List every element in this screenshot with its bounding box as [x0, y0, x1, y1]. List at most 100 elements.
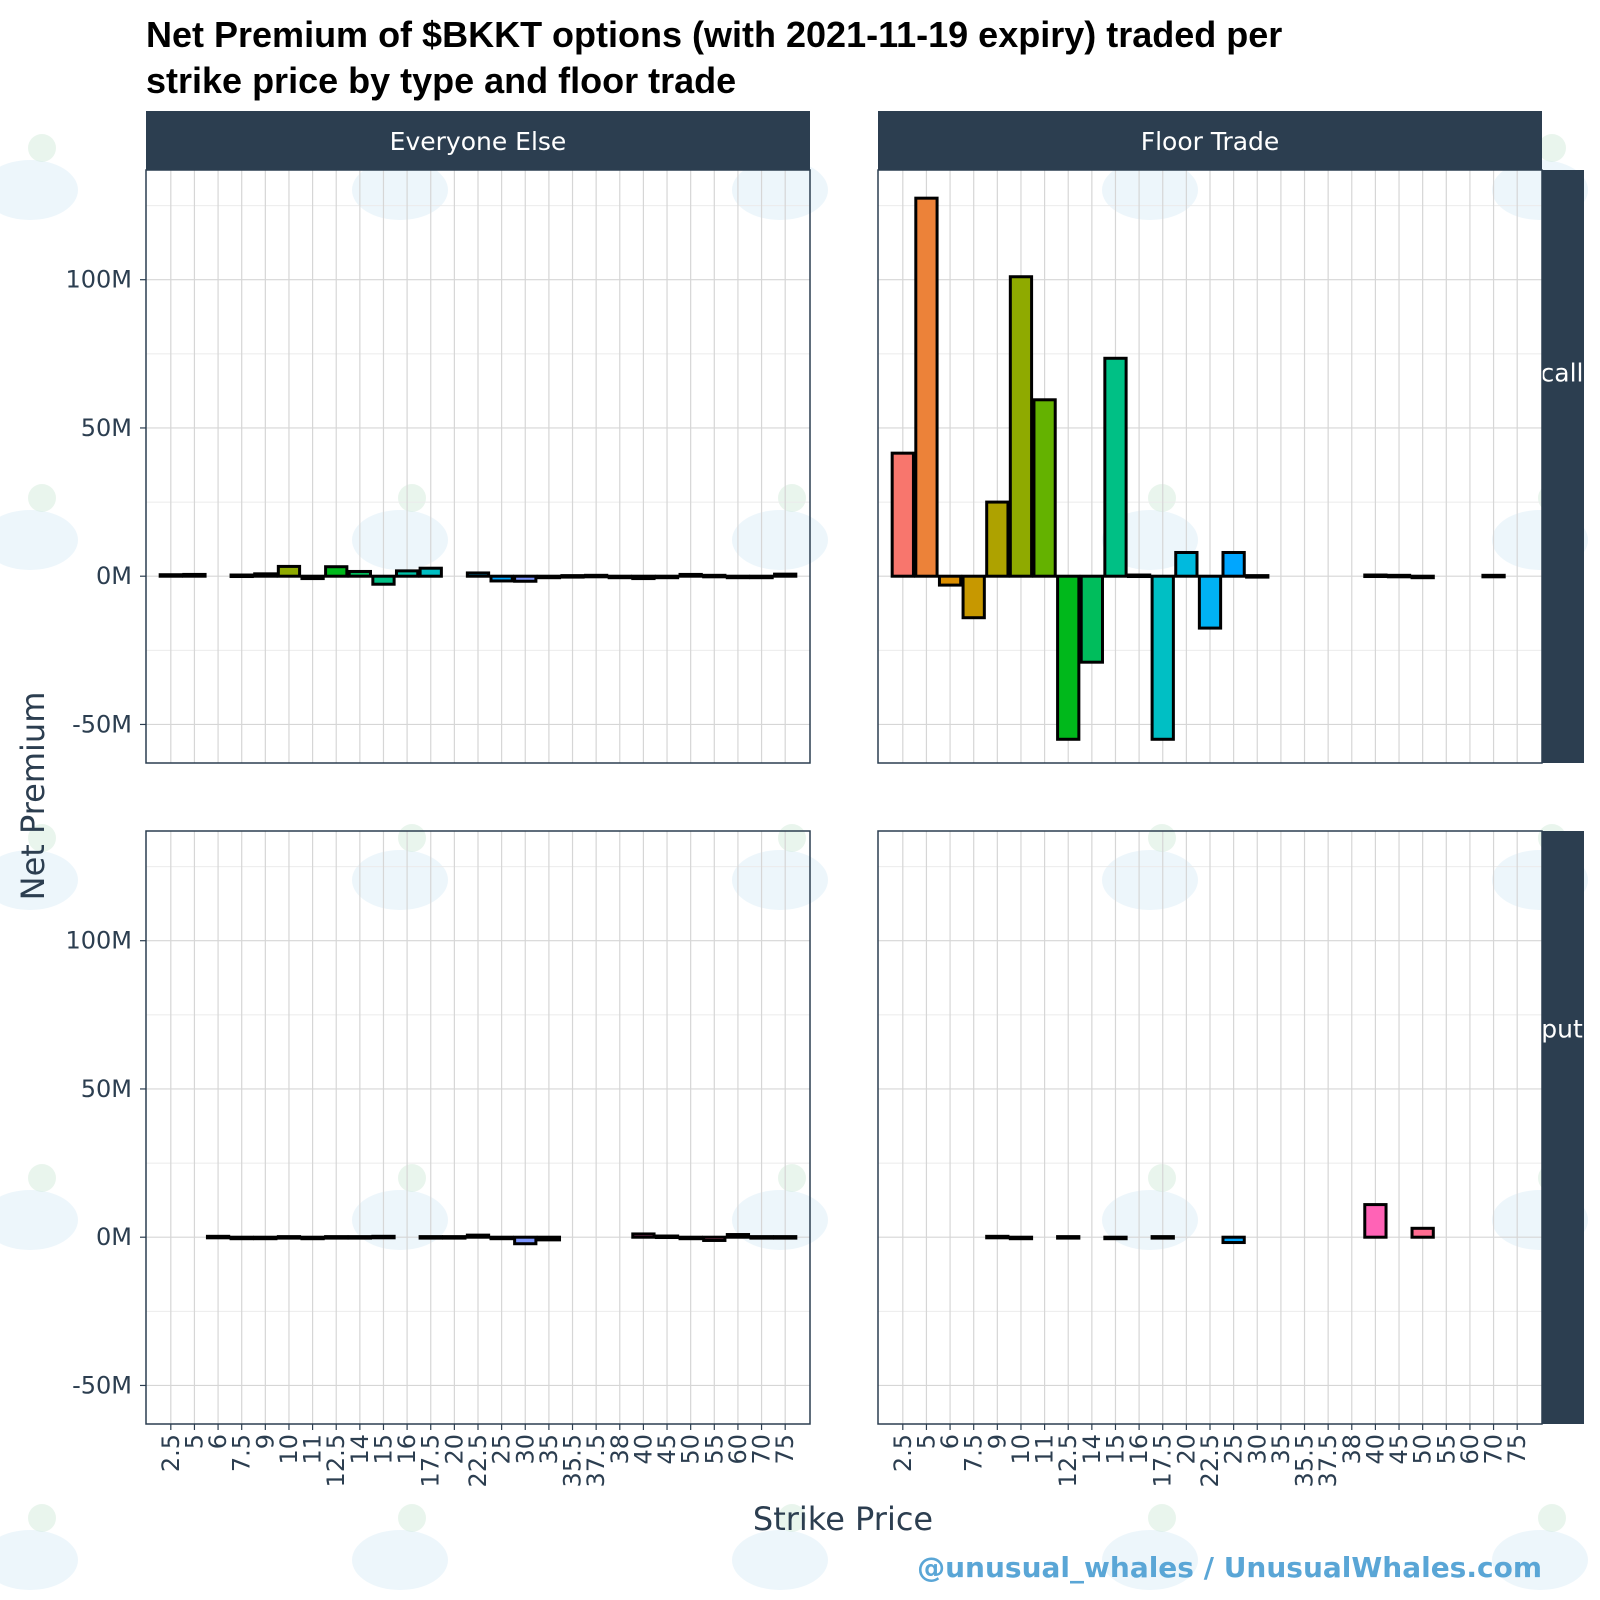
bar-7.5 [229, 1235, 254, 1241]
x-tick-label: 22.5 [1196, 1434, 1224, 1487]
panels-layer: Everyone Else Floor Tradecallput-50M0M50M… [65, 111, 1584, 1487]
bar-9 [253, 572, 278, 578]
y-tick-label: -50M [72, 710, 132, 738]
bar-17.5 [1150, 1235, 1175, 1240]
facet-strip-row [1542, 831, 1584, 1424]
x-tick-label: 40 [1361, 1434, 1389, 1465]
bar-30 [1245, 574, 1270, 579]
bar-2.5 [158, 573, 183, 578]
bar-9 [985, 500, 1010, 578]
watermark-whale-shape [732, 1530, 828, 1590]
x-tick-label: 12.5 [1054, 1434, 1082, 1487]
x-tick-label: 55 [700, 1434, 728, 1465]
watermark-whale-shape [732, 510, 828, 570]
x-tick-label: 35.5 [1291, 1434, 1319, 1487]
bar-25 [489, 1235, 514, 1241]
watermark-spout-shape [1148, 1164, 1176, 1192]
bar-70 [749, 574, 774, 580]
watermark-whale-shape [352, 1530, 448, 1590]
bar-75 [773, 572, 798, 578]
bar-45 [654, 1234, 680, 1240]
facet-strip-row [1542, 170, 1584, 763]
x-tick-label: 11 [299, 1434, 327, 1465]
bar-6 [937, 574, 963, 587]
watermark-whale-shape [1102, 160, 1198, 220]
bar-7.5 [229, 573, 254, 579]
watermark-spout-shape [28, 1164, 56, 1192]
x-tick-label: 12.5 [322, 1434, 350, 1487]
bar-12.5 [324, 1235, 349, 1240]
facet-strip-col [878, 111, 1542, 170]
x-tick-label: 7.5 [228, 1434, 256, 1472]
bar-60 [725, 574, 751, 580]
x-tick-label: 9 [983, 1434, 1011, 1449]
watermark-whale-shape [732, 1190, 828, 1250]
bar-70 [749, 1235, 774, 1240]
x-tick-label: 2.5 [889, 1434, 917, 1472]
watermark-whale-shape [0, 510, 78, 570]
x-tick-label: 25 [1220, 1434, 1248, 1465]
bar-50 [678, 572, 703, 578]
x-axis-title: Strike Price [753, 1500, 933, 1538]
watermark-whale-shape [0, 850, 78, 910]
bar-11 [300, 1235, 325, 1241]
bar-25 [489, 574, 514, 583]
x-tick-label: 15 [1101, 1434, 1129, 1465]
bar-7.5 [961, 574, 986, 620]
watermark-spout-shape [778, 484, 806, 512]
facet-strip-col [146, 111, 810, 170]
bar-40 [1363, 1203, 1388, 1239]
bar-16 [1126, 573, 1152, 579]
watermark-whale-shape [732, 850, 828, 910]
bar-12.5 [324, 565, 349, 578]
bar-9 [985, 1234, 1010, 1240]
x-tick-label: 5 [912, 1434, 940, 1449]
bar-35.5 [560, 574, 585, 579]
panel-floor-trade-call [877, 169, 1543, 764]
watermark-whale-shape [732, 160, 828, 220]
bar-15 [1103, 1235, 1128, 1241]
x-tick-label: 2.5 [157, 1434, 185, 1472]
x-tick-label: 75 [1503, 1434, 1531, 1465]
x-tick-label: 60 [1456, 1434, 1484, 1465]
chart-title-line-2: strike price by type and floor trade [146, 60, 736, 101]
x-tick-label: 9 [251, 1434, 279, 1449]
x-tick-label: 10 [1007, 1434, 1035, 1465]
watermark-spout-shape [778, 1164, 806, 1192]
bar-35 [536, 1235, 562, 1242]
x-tick-label: 45 [1385, 1434, 1413, 1465]
watermark-whale-shape [1102, 1530, 1198, 1590]
y-tick-label: 50M [81, 414, 132, 442]
bar-16 [394, 569, 420, 578]
watermark-whale-shape [0, 1530, 78, 1590]
x-tick-label: 7.5 [960, 1434, 988, 1472]
bar-10 [1008, 1235, 1034, 1241]
bar-20 [442, 1235, 467, 1240]
facet-strip-row-label: call [1541, 359, 1584, 388]
watermark-spout-shape [398, 824, 426, 852]
x-tick-label: 25 [488, 1434, 516, 1465]
watermark-spout-shape [1148, 824, 1176, 852]
watermark-spout-shape [1538, 134, 1566, 162]
facet-strip-row-label: put [1541, 1015, 1583, 1044]
x-tick-label: 15 [369, 1434, 397, 1465]
credit-text: @unusual_whales / UnusualWhales.com [917, 1551, 1542, 1584]
x-tick-label: 20 [1172, 1434, 1200, 1465]
watermark-spout-shape [778, 824, 806, 852]
watermark-whale-shape [0, 160, 78, 220]
watermark-whale-shape [352, 850, 448, 910]
x-tick-label: 75 [771, 1434, 799, 1465]
bar-60 [725, 1233, 751, 1239]
watermark-spout-shape [28, 484, 56, 512]
bar-9 [253, 1235, 278, 1241]
watermark-whale-shape [352, 160, 448, 220]
watermark-whale-shape [352, 1190, 448, 1250]
bar-2.5 [890, 451, 915, 578]
x-tick-label: 30 [1243, 1434, 1271, 1465]
bar-17.5 [418, 1235, 443, 1240]
x-tick-label: 17.5 [1149, 1434, 1177, 1487]
x-tick-label: 60 [724, 1434, 752, 1465]
x-tick-label: 35 [1267, 1434, 1295, 1465]
watermark-whale-shape [1102, 1190, 1198, 1250]
